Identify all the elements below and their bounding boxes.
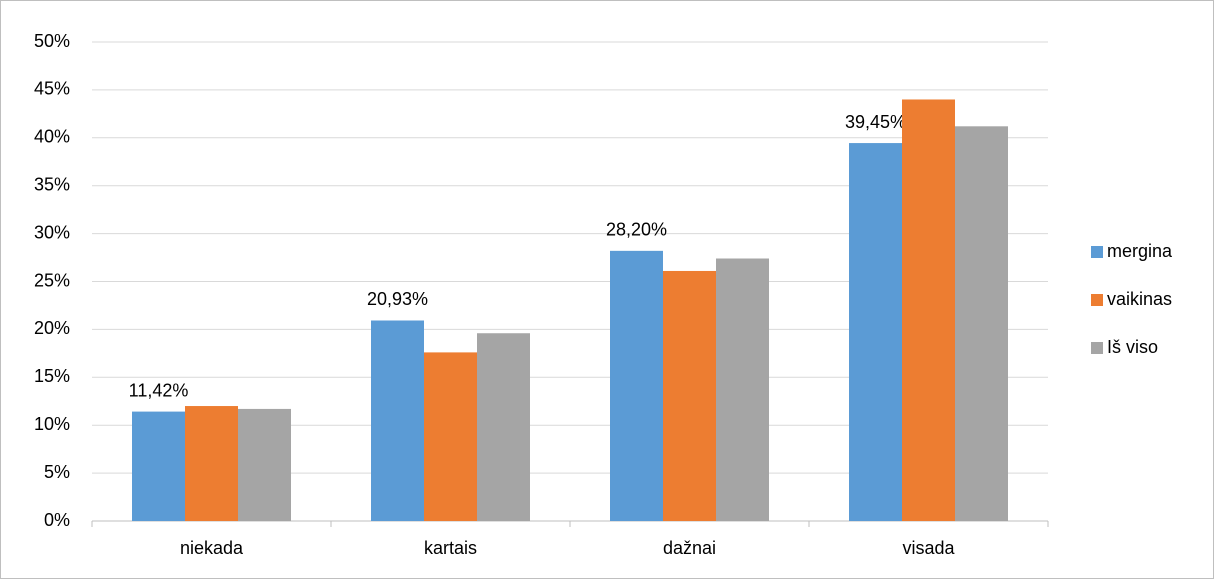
legend-label: vaikinas <box>1107 289 1172 309</box>
bar <box>663 270 716 521</box>
bar <box>238 408 291 521</box>
data-label: 20,93% <box>367 289 428 309</box>
bar <box>132 411 185 521</box>
y-tick-label: 40% <box>34 127 70 147</box>
bar <box>849 143 902 521</box>
bar <box>716 258 769 521</box>
legend-label: mergina <box>1107 241 1173 261</box>
bar <box>424 352 477 521</box>
bar <box>185 406 238 521</box>
y-tick-label: 5% <box>44 462 70 482</box>
data-label: 11,42% <box>129 380 189 400</box>
y-tick-label: 25% <box>34 270 70 290</box>
x-tick-label: kartais <box>424 538 477 558</box>
bar <box>902 99 955 521</box>
x-tick-label: dažnai <box>663 538 716 558</box>
y-tick-label: 45% <box>34 79 70 99</box>
bar <box>610 250 663 521</box>
data-label: 28,20% <box>606 220 667 240</box>
y-tick-label: 35% <box>34 174 70 194</box>
y-tick-label: 15% <box>34 366 70 386</box>
y-tick-label: 10% <box>34 414 70 434</box>
x-tick-label: niekada <box>180 538 244 558</box>
y-tick-label: 20% <box>34 318 70 338</box>
legend-label: Iš viso <box>1107 337 1158 357</box>
y-tick-label: 30% <box>34 222 70 242</box>
y-tick-label: 50% <box>34 31 70 51</box>
legend-swatch <box>1091 294 1103 306</box>
data-label: 39,45% <box>845 112 906 132</box>
y-tick-label: 0% <box>44 510 70 530</box>
bar <box>371 320 424 521</box>
legend-swatch <box>1091 246 1103 258</box>
x-tick-label: visada <box>902 538 955 558</box>
bar <box>477 333 530 521</box>
legend-swatch <box>1091 342 1103 354</box>
bar <box>955 126 1008 521</box>
